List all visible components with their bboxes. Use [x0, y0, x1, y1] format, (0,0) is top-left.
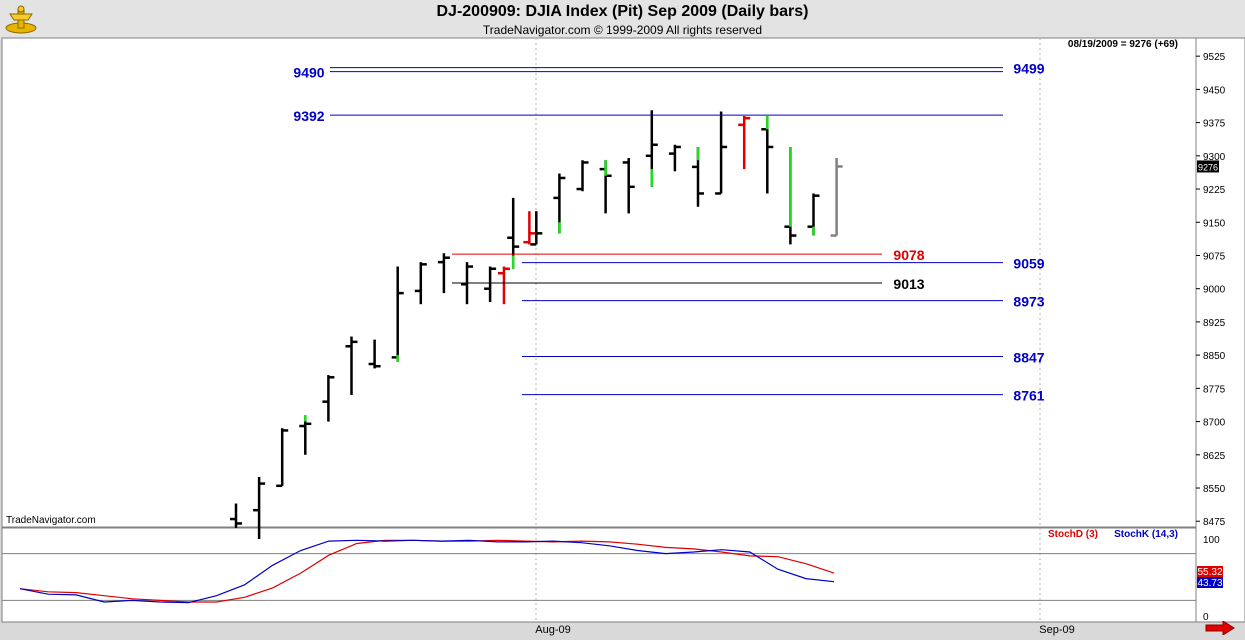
price-axis: [1195, 37, 1245, 623]
stoch-d-last-value: 55.32: [1197, 567, 1222, 578]
scroll-right-arrow-icon[interactable]: [1205, 621, 1235, 635]
ohlc-bar: [437, 253, 450, 294]
y-tick-label: 8850: [1203, 351, 1226, 362]
ohlc-bar: [715, 111, 728, 195]
last-value-text: 08/19/2009 = 9276 (+69): [1068, 39, 1178, 50]
y-tick-label: 8700: [1203, 418, 1226, 429]
chart-subtitle: TradeNavigator.com © 1999-2009 All right…: [482, 23, 763, 37]
level-label: 8761: [1013, 388, 1044, 404]
stoch-d-last-box: [1197, 566, 1223, 577]
ohlc-bar: [414, 262, 427, 305]
ohlc-bar: [622, 158, 635, 214]
y-tick-label: 9075: [1203, 251, 1226, 262]
y-tick-label: 9450: [1203, 85, 1226, 96]
level-label: 9490: [293, 65, 324, 81]
ohlc-bar: [530, 211, 543, 246]
stoch-series-line: [19, 539, 835, 604]
ohlc-bar: [368, 339, 381, 369]
watermark-text: TradeNavigator.com: [6, 515, 96, 526]
level-label: 8973: [1013, 294, 1044, 310]
chart-title: DJ-200909: DJIA Index (Pit) Sep 2009 (Da…: [436, 3, 809, 20]
level-label: 9499: [1013, 61, 1044, 77]
y-tick-label: 9375: [1203, 119, 1226, 130]
ohlc-bar: [276, 428, 289, 488]
stoch-k-title: StochK (14,3): [1114, 529, 1178, 540]
level-label: 9078: [893, 247, 924, 263]
level-label: 9059: [1013, 256, 1044, 272]
level-label: 8847: [1013, 349, 1044, 365]
ohlc-bar: [322, 375, 335, 422]
y-tick-label: 8475: [1203, 517, 1226, 528]
stoch-k-last-box: [1197, 577, 1223, 588]
ohlc-bar: [299, 417, 312, 455]
ohlc-bar: [230, 503, 242, 528]
x-tick-label: Sep-09: [1039, 624, 1074, 636]
ohlc-bar: [668, 144, 681, 172]
ohlc-bar: [830, 158, 843, 237]
ohlc-bar: [738, 115, 751, 170]
y-tick-label: 9000: [1203, 285, 1226, 296]
y-tick-label: 8625: [1203, 451, 1226, 462]
ohlc-bar: [253, 476, 266, 539]
price-label-box: [1197, 160, 1219, 173]
stoch-d-title: StochD (3): [1048, 529, 1098, 540]
ohlc-bar: [576, 160, 589, 192]
y-tick-label: 9300: [1203, 152, 1226, 163]
level-label: 9392: [293, 108, 324, 124]
y-tick-label: 8775: [1203, 384, 1226, 395]
y-tick-label: 9525: [1203, 52, 1226, 63]
stoch-k-last-value: 43.73: [1197, 578, 1222, 589]
ohlc-bar: [345, 336, 358, 396]
chart-header: DJ-200909: DJIA Index (Pit) Sep 2009 (Da…: [0, 0, 1245, 40]
y-tick-label: 8925: [1203, 318, 1226, 329]
tradenavigator-logo-icon: [5, 5, 37, 34]
ohlc-bar: [484, 266, 497, 302]
stoch-y-tick-label: 0: [1203, 612, 1209, 623]
x-tick-label: Aug-09: [535, 624, 570, 636]
y-tick-label: 8550: [1203, 484, 1226, 495]
stoch-y-tick-label: 100: [1203, 535, 1220, 546]
y-tick-label: 9150: [1203, 218, 1226, 229]
y-tick-label: 9225: [1203, 185, 1226, 196]
level-label: 9013: [893, 276, 924, 292]
price-label: 9276: [1198, 162, 1218, 172]
